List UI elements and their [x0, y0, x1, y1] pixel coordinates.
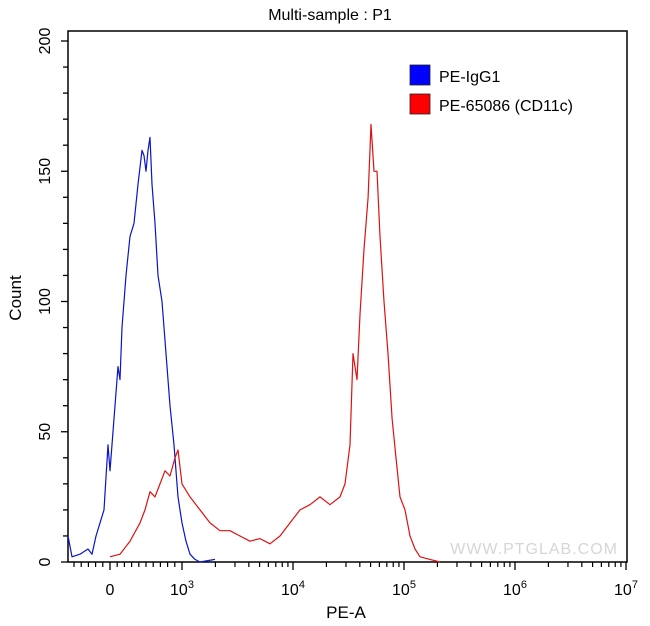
y-axis: 0 50 100 150 200	[37, 28, 68, 566]
y-tick-label: 0	[37, 557, 54, 566]
x-tick-label: 104	[281, 579, 305, 599]
x-tick-label: 103	[170, 579, 194, 599]
legend: PE-IgG1 PE-65086 (CD11c)	[409, 64, 573, 115]
x-tick-label: 107	[614, 579, 638, 599]
x-tick-exponent: 6	[521, 579, 527, 591]
x-tick-base: 10	[392, 582, 410, 599]
x-tick-label: 105	[392, 579, 416, 599]
chart-title: Multi-sample : P1	[268, 7, 392, 24]
legend-swatch	[409, 93, 431, 115]
y-tick-label: 150	[37, 158, 54, 185]
x-tick-label: 106	[503, 579, 527, 599]
x-tick-base: 10	[170, 582, 188, 599]
series-line-pe-65086	[109, 123, 441, 563]
x-tick-exponent: 4	[299, 579, 305, 591]
legend-label: PE-65086 (CD11c)	[439, 98, 573, 115]
x-tick-label: 0	[106, 582, 115, 599]
x-tick-base: 10	[281, 582, 299, 599]
x-axis: 0 103 104 105 106 107	[73, 562, 638, 599]
x-tick-base: 10	[503, 582, 521, 599]
legend-swatch	[409, 64, 431, 86]
y-tick-label: 50	[37, 423, 54, 441]
series-line-pe-igg1	[67, 136, 216, 563]
x-tick-exponent: 5	[410, 579, 416, 591]
x-tick-base: 10	[614, 582, 632, 599]
x-axis-label: PE-A	[326, 603, 366, 622]
plot-frame	[67, 30, 628, 563]
y-tick-label: 200	[37, 28, 54, 55]
y-axis-label: Count	[6, 275, 25, 321]
series-layer	[67, 123, 441, 563]
x-tick-base: 0	[106, 582, 115, 599]
legend-label: PE-IgG1	[439, 69, 500, 86]
x-tick-exponent: 3	[188, 579, 194, 591]
x-tick-exponent: 7	[632, 579, 638, 591]
watermark: WWW.PTGLAB.COM	[450, 541, 618, 558]
y-tick-label: 100	[37, 288, 54, 315]
